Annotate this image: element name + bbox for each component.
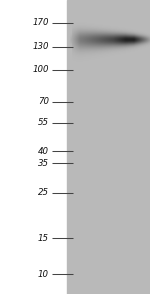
Text: 70: 70 xyxy=(38,97,49,106)
Bar xyxy=(67,0,150,294)
Text: 25: 25 xyxy=(38,188,49,198)
Text: 170: 170 xyxy=(32,18,49,27)
Text: 35: 35 xyxy=(38,158,49,168)
Text: 15: 15 xyxy=(38,234,49,243)
Text: 55: 55 xyxy=(38,118,49,128)
Text: 100: 100 xyxy=(32,66,49,74)
Text: 130: 130 xyxy=(32,42,49,51)
Text: 10: 10 xyxy=(38,270,49,279)
Text: 40: 40 xyxy=(38,147,49,156)
